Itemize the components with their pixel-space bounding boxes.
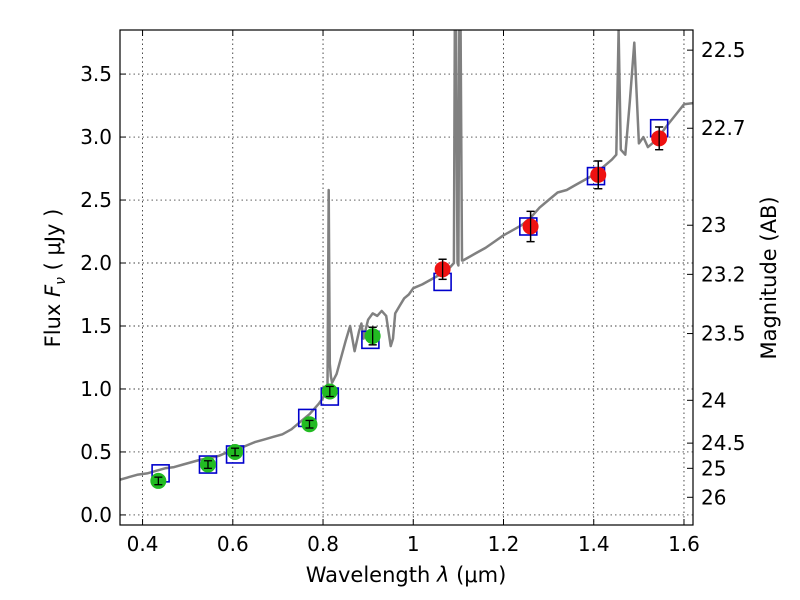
y2-axis-label: Magnitude (AB) xyxy=(757,196,781,359)
axis-ticks: 0.4 0.6 0.8 1 1.2 1.4 1.6 0.0 0.5 1.0 1.5 2.0 2.5 3.0… xyxy=(80,30,746,556)
x-tick-label: 1 xyxy=(407,532,420,556)
y-tick-label: 0.5 xyxy=(80,440,112,464)
x-tick-label: 1.4 xyxy=(578,532,610,556)
x-tick-label: 1.6 xyxy=(668,532,700,556)
y2-tick-label: 23.5 xyxy=(701,322,746,346)
x-axis-label: Wavelength λ (μm) xyxy=(306,563,507,587)
y2-tick-label: 22.5 xyxy=(701,38,746,62)
plot-area xyxy=(120,30,693,481)
sed-line xyxy=(120,30,693,481)
x-tick-label: 0.6 xyxy=(217,532,249,556)
y2-tick-label: 24.5 xyxy=(701,431,746,455)
y-tick-label: 3.0 xyxy=(80,125,112,149)
y-tick-label: 3.5 xyxy=(80,62,112,86)
grid xyxy=(120,30,693,525)
plot-frame xyxy=(119,29,694,526)
y-tick-label: 1.0 xyxy=(80,377,112,401)
x-tick-label: 0.4 xyxy=(127,532,159,556)
y2-tick-label: 25 xyxy=(701,456,726,480)
y-tick-label: 0.0 xyxy=(80,503,112,527)
x-tick-label: 0.8 xyxy=(307,532,339,556)
y-axis-label: Flux Fν ( μJy ) xyxy=(41,209,69,348)
markers xyxy=(150,118,669,489)
y-tick-label: 2.0 xyxy=(80,251,112,275)
y2-tick-label: 22.7 xyxy=(701,116,746,140)
y2-tick-label: 23.2 xyxy=(701,262,746,286)
y-tick-label: 1.5 xyxy=(80,314,112,338)
y2-tick-label: 23 xyxy=(701,213,726,237)
y2-tick-label: 26 xyxy=(701,485,726,509)
y2-tick-label: 24 xyxy=(701,388,726,412)
model-flux-square xyxy=(198,455,218,474)
x-tick-label: 1.2 xyxy=(488,532,520,556)
y-tick-label: 2.5 xyxy=(80,188,112,212)
